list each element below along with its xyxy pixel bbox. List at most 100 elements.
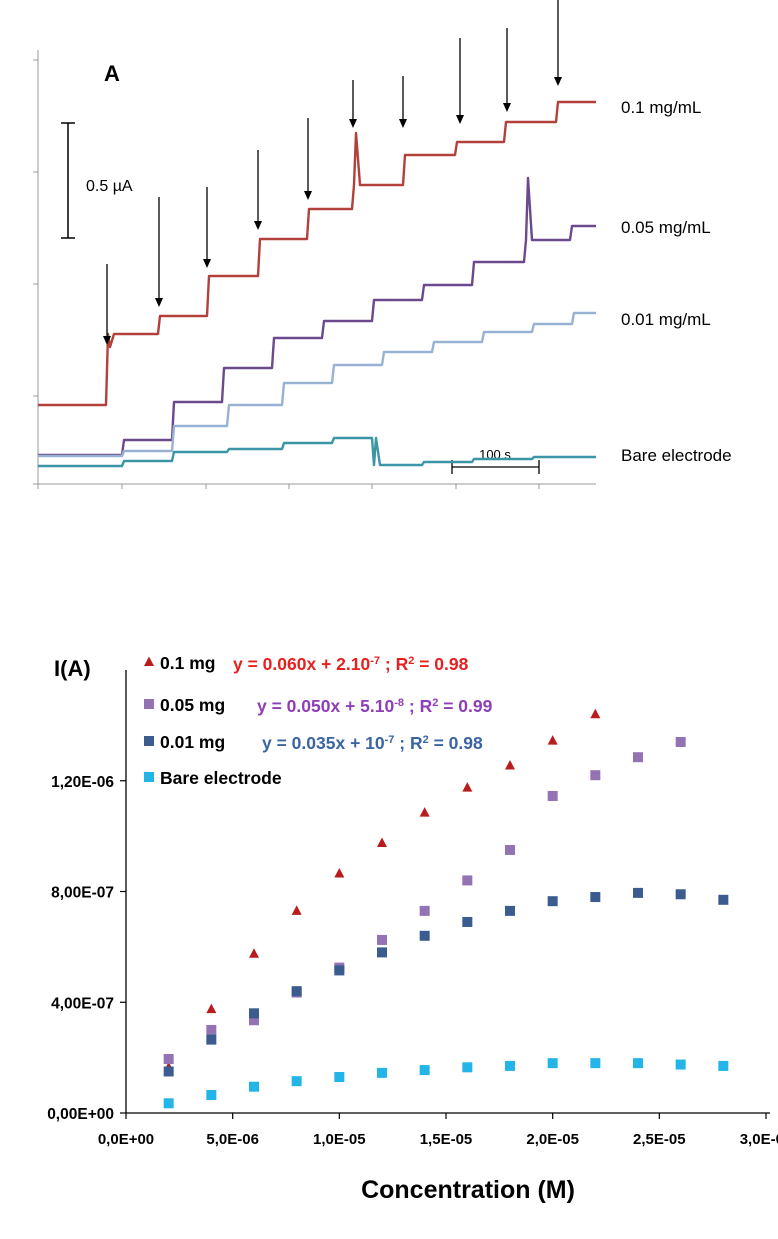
legend-marker-0 — [144, 656, 154, 666]
point-s2-0 — [163, 1066, 174, 1077]
x-tick-label-6: 3,0E-05 — [740, 1131, 778, 1148]
trendline-equation-0: y = 0.060x + 2.10-7 ; R2 = 0.98 — [233, 654, 469, 674]
point-s3-12 — [675, 1059, 686, 1070]
trace-label-0-1-mg: 0.1 mg/mL — [621, 98, 701, 117]
point-s3-13 — [718, 1060, 729, 1071]
point-s3-7 — [462, 1062, 473, 1073]
point-s0-1 — [206, 1003, 217, 1014]
point-s0-4 — [334, 868, 345, 878]
point-s1-0 — [163, 1054, 174, 1065]
injection-arrow-7 — [456, 38, 464, 124]
point-s3-11 — [633, 1058, 643, 1069]
legend-marker-2 — [144, 736, 154, 746]
point-s1-2 — [249, 1015, 259, 1026]
point-s1-6 — [419, 905, 430, 916]
point-s1-10 — [590, 770, 601, 781]
point-s0-3 — [291, 905, 302, 915]
legend-marker-1 — [144, 699, 154, 709]
point-s3-8 — [505, 1060, 515, 1071]
trendline-equation-1: y = 0.050x + 5.10-8 ; R2 = 0.99 — [257, 696, 493, 716]
trace-0-05-mg — [38, 176, 596, 457]
y-axis-label: I(A) — [54, 656, 91, 681]
trace-0-01-mg — [38, 311, 596, 458]
x-ticks: 0,0E+00 5,0E-06 1,0E-05 1,5E-05 2,0E-05 2,5E-… — [98, 1113, 778, 1148]
point-s0-9 — [547, 735, 558, 745]
legend-label-3: Bare electrode — [160, 768, 282, 788]
point-s0-10 — [590, 708, 601, 719]
trendline-equation-2: y = 0.035x + 10-7 ; R2 = 0.98 — [262, 733, 483, 753]
panel-a-y-ticks — [33, 59, 38, 485]
injection-arrow-6 — [399, 76, 407, 128]
point-s2-1 — [206, 1034, 217, 1045]
x-tick-label-4: 2,0E-05 — [526, 1131, 579, 1148]
x-tick-label-1: 5,0E-06 — [206, 1131, 259, 1148]
point-s2-7 — [462, 916, 473, 927]
point-s3-0 — [163, 1098, 174, 1109]
panel-a-x-ticks — [37, 484, 540, 489]
point-s0-7 — [462, 782, 473, 792]
point-s2-4 — [334, 965, 345, 976]
point-s2-11 — [633, 887, 643, 898]
point-s1-12 — [675, 736, 686, 747]
point-s2-8 — [505, 905, 515, 916]
y-tick-label-0: 0,00E+00 — [47, 1106, 114, 1123]
x-tick-label-0: 0,0E+00 — [98, 1131, 154, 1148]
legend-marker-3 — [144, 772, 154, 782]
point-s3-2 — [249, 1081, 259, 1092]
legend-label-1: 0.05 mg — [160, 695, 225, 715]
panel-a-letter: A — [104, 61, 120, 86]
injection-arrow-4 — [304, 118, 312, 200]
point-s2-6 — [419, 930, 430, 941]
point-s1-9 — [547, 790, 558, 801]
point-s2-12 — [675, 889, 686, 900]
legend-label-0: 0.1 mg — [160, 653, 215, 673]
point-s2-3 — [291, 986, 302, 997]
point-s0-8 — [505, 760, 515, 770]
current-scale-label: 0.5 µA — [86, 178, 133, 195]
point-s3-5 — [377, 1067, 387, 1078]
point-s1-8 — [505, 844, 515, 855]
trace-0-1-mg — [38, 100, 596, 407]
point-s0-5 — [377, 837, 387, 848]
point-s3-1 — [206, 1090, 217, 1101]
trace-label-0-01-mg: 0.01 mg/mL — [621, 310, 711, 329]
y-ticks: 0,00E+00 4,00E-07 8,00E-07 1,20E-06 — [47, 774, 126, 1123]
panel-b-calibration-chart: 0,0E+00 5,0E-06 1,0E-05 1,5E-05 2,0E-05 2,5E-… — [47, 653, 778, 1204]
point-s3-9 — [547, 1058, 558, 1069]
x-tick-label-2: 1,0E-05 — [313, 1131, 366, 1148]
series-0 — [163, 708, 601, 1072]
point-s2-13 — [718, 894, 729, 905]
injection-arrow-1 — [155, 197, 163, 307]
injection-arrow-0 — [103, 264, 111, 345]
point-s1-11 — [633, 752, 643, 763]
y-tick-label-1: 4,00E-07 — [51, 995, 114, 1012]
panel-a-traces — [38, 100, 596, 468]
point-s0-2 — [249, 948, 259, 958]
point-s1-7 — [462, 875, 473, 886]
trace-bare-electrode — [38, 436, 596, 468]
point-s2-10 — [590, 892, 601, 903]
current-scale-bar — [61, 122, 75, 239]
point-s2-9 — [547, 896, 558, 907]
x-tick-label-5: 2,5E-05 — [633, 1131, 686, 1148]
injection-arrow-3 — [254, 150, 262, 230]
data-points — [163, 708, 729, 1109]
injection-arrows — [103, 0, 562, 345]
x-tick-label-3: 1,5E-05 — [420, 1131, 473, 1148]
series-2 — [163, 887, 729, 1077]
series-3 — [163, 1058, 729, 1109]
point-s0-6 — [419, 807, 430, 817]
injection-arrow-2 — [203, 187, 211, 268]
point-s2-2 — [249, 1008, 259, 1019]
y-tick-label-3: 1,20E-06 — [51, 774, 114, 791]
trace-label-bare-electrode: Bare electrode — [621, 446, 732, 465]
legend-label-2: 0.01 mg — [160, 732, 225, 752]
trace-label-0-05-mg: 0.05 mg/mL — [621, 218, 711, 237]
injection-arrow-9 — [554, 0, 562, 86]
point-s3-3 — [291, 1076, 302, 1087]
point-s1-5 — [377, 934, 387, 945]
point-s3-6 — [419, 1065, 430, 1076]
panel-a-amperogram: A 0.5 µA 100 s 0.1 mg/mL 0.05 mg/mL 0.01… — [33, 0, 732, 489]
y-tick-label-2: 8,00E-07 — [51, 885, 114, 902]
